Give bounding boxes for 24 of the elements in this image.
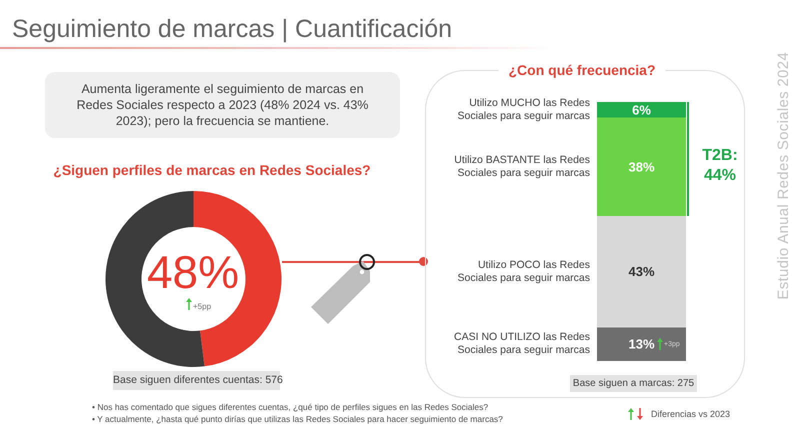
series-label: Utilizo POCO las Redes Sociales para seguir marcas [456,258,590,285]
text: Aumenta ligeramente el seguimiento de marcas en Redes Sociales respecto a 2023 (48% 2024 vs. 43% 2023); pero la frecuencia se mantiene. [45,72,400,138]
series-label: Utilizo BASTANTE las Redes Sociales para seguir marcas [453,154,590,180]
data-label: 43% [628,264,655,280]
data-label: 38% [628,159,655,174]
chart-title: ¿Siguen perfiles de marcas en Redes Sociales? [53,161,371,179]
bar [597,102,686,118]
bar [597,216,686,328]
text: • Y actualmente, ¿hasta qué punto dirías que utilizas las Redes Sociales para hacer seguimiento de marcas? [92,414,503,425]
chart-title: ¿Con qué frecuencia? [498,61,666,79]
text: Base siguen diferentes cuentas: 576 [113,371,283,390]
bar [597,327,686,361]
text: Estudio Anual Redes Sociales 2024 [775,52,792,300]
text: 48% [146,246,240,298]
data-label: 13% [628,336,655,352]
text: Seguimiento de marcas | Cuantificación [12,14,452,44]
series-label: CASI NO UTILIZO las Redes Sociales para seguir marcas [453,331,590,358]
text: +5pp [193,302,212,311]
text: T2B: 44% [701,146,739,186]
text: Diferencias vs 2023 [651,409,730,420]
text: Base siguen a marcas: 275 [570,375,697,392]
data-label: 6% [632,102,652,118]
text: • Nos has comentado que sigues diferentes cuentas, ¿qué tipo de perfiles sigues en las Redes Sociales? [92,402,488,413]
series-label: Utilizo MUCHO las Redes Sociales para seguir marcas [456,96,590,123]
